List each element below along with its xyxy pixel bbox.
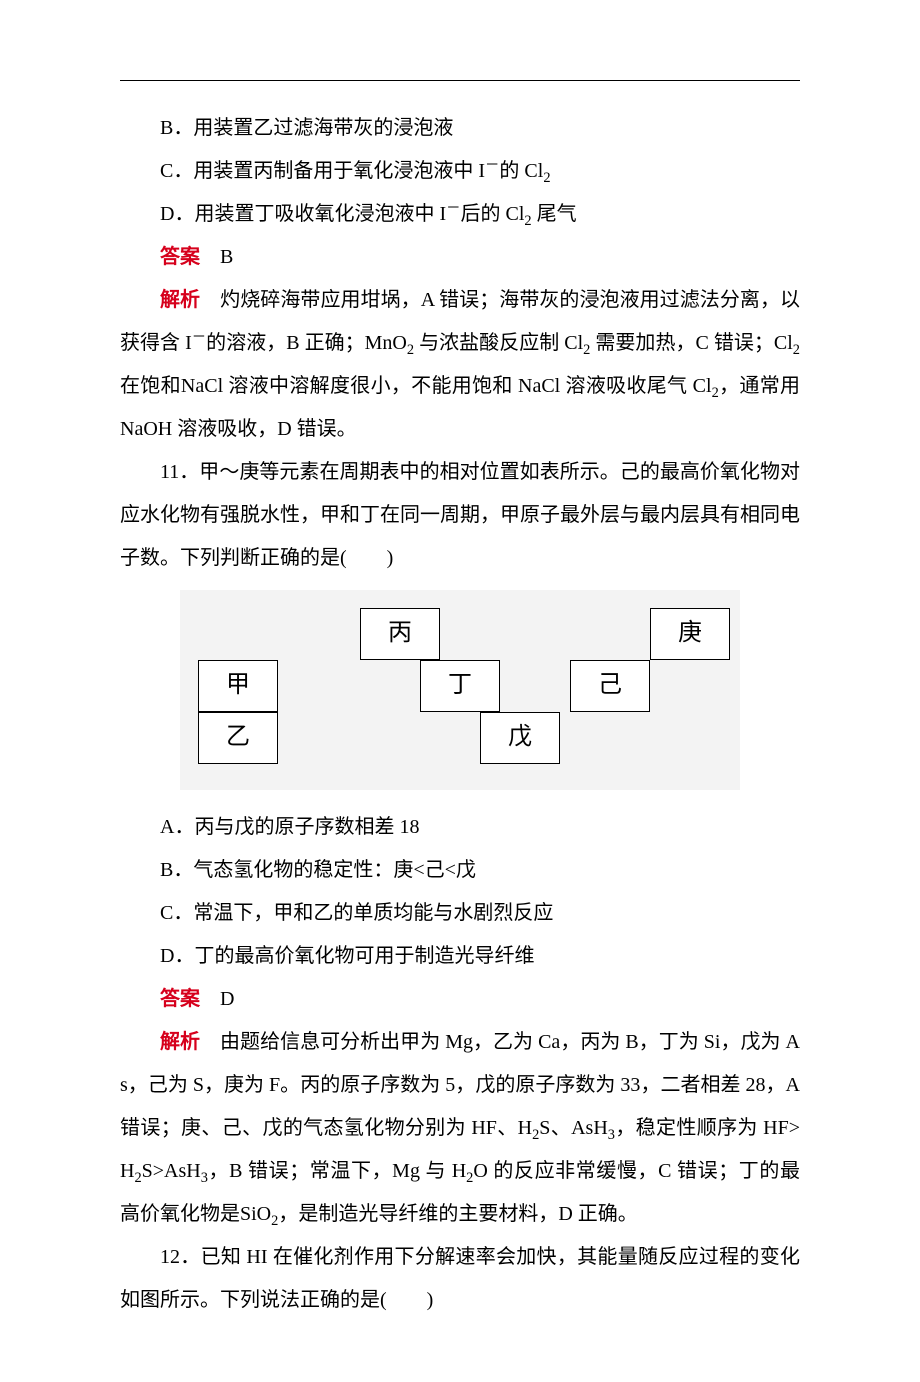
- sub2: 2: [134, 1170, 141, 1186]
- cell-jia: 甲: [198, 660, 278, 712]
- minus-sup: －: [446, 200, 460, 216]
- sub2: 2: [543, 170, 550, 186]
- periodic-table-diagram: 丙 庚 甲 丁 己 乙 戊: [180, 590, 740, 790]
- cell-ding: 丁: [420, 660, 500, 712]
- sub2: 2: [793, 342, 800, 358]
- q11-exp-2: S、AsH: [539, 1117, 608, 1139]
- q10-exp-5: 在饱和NaCl 溶液中溶解度很小，不能用饱和 NaCl 溶液吸收尾气 Cl: [120, 375, 712, 397]
- minus-sup: －: [485, 157, 499, 173]
- q11-opt-b: B．气态氢化物的稳定性：庚<己<戊: [120, 849, 800, 892]
- explanation-label: 解析: [160, 1031, 200, 1053]
- q10-answer-value: B: [220, 246, 233, 268]
- explanation-label: 解析: [160, 289, 200, 311]
- cell-bing: 丙: [360, 608, 440, 660]
- cell-geng: 庚: [650, 608, 730, 660]
- cell-yi: 乙: [198, 712, 278, 764]
- q10-exp-3: 与浓盐酸反应制 Cl: [414, 332, 583, 354]
- top-rule: [120, 80, 800, 81]
- sub3: 3: [201, 1170, 208, 1186]
- page-container: B．用装置乙过滤海带灰的浸泡液 C．用装置丙制备用于氧化浸泡液中 I－的 Cl2…: [0, 0, 920, 1382]
- cell-ji: 己: [570, 660, 650, 712]
- sub2: 2: [524, 213, 531, 229]
- answer-label: 答案: [160, 988, 200, 1010]
- q11-exp-7: ，是制造光导纤维的主要材料，D 正确。: [278, 1203, 637, 1225]
- q11-answer-value: D: [220, 988, 234, 1010]
- q10-exp-2: 的溶液，B 正确；MnO: [206, 332, 407, 354]
- q10-opt-d-pre: D．用装置丁吸收氧化浸泡液中 I: [160, 203, 446, 225]
- q10-opt-d-post: 尾气: [532, 203, 577, 225]
- q11-opt-d: D．丁的最高价氧化物可用于制造光导纤维: [120, 935, 800, 978]
- sub2: 2: [712, 385, 719, 401]
- q10-opt-d-mid: 后的 Cl: [461, 203, 525, 225]
- q11-stem: 11．甲～庚等元素在周期表中的相对位置如表所示。己的最高价氧化物对应水化物有强脱…: [120, 451, 800, 580]
- cell-wu: 戊: [480, 712, 560, 764]
- q10-opt-c-mid: 的 Cl: [499, 160, 543, 182]
- q10-exp-4: 需要加热，C 错误；Cl: [590, 332, 792, 354]
- q12-stem: 12．已知 HI 在催化剂作用下分解速率会加快，其能量随反应过程的变化如图所示。…: [120, 1236, 800, 1322]
- periodic-table-wrap: 丙 庚 甲 丁 己 乙 戊: [120, 590, 800, 790]
- sub3: 3: [608, 1127, 615, 1143]
- q11-opt-c: C．常温下，甲和乙的单质均能与水剧烈反应: [120, 892, 800, 935]
- q10-opt-d: D．用装置丁吸收氧化浸泡液中 I－后的 Cl2 尾气: [120, 193, 800, 236]
- q10-answer-line: 答案 B: [120, 236, 800, 279]
- minus-sup: －: [192, 329, 206, 345]
- sub2: 2: [407, 342, 414, 358]
- q11-opt-a: A．丙与戊的原子序数相差 18: [120, 806, 800, 849]
- q11-explanation: 解析 由题给信息可分析出甲为 Mg，乙为 Ca，丙为 B，丁为 Si，戊为 As…: [120, 1021, 800, 1236]
- q11-exp-4: S>AsH: [142, 1160, 201, 1182]
- q11-exp-5: ，B 错误；常温下，Mg 与 H: [208, 1160, 466, 1182]
- q10-opt-c: C．用装置丙制备用于氧化浸泡液中 I－的 Cl2: [120, 150, 800, 193]
- q10-explanation: 解析 灼烧碎海带应用坩埚，A 错误；海带灰的浸泡液用过滤法分离，以获得含 I－的…: [120, 279, 800, 451]
- q10-opt-b: B．用装置乙过滤海带灰的浸泡液: [120, 107, 800, 150]
- answer-label: 答案: [160, 246, 200, 268]
- q11-answer-line: 答案 D: [120, 978, 800, 1021]
- q10-opt-c-pre: C．用装置丙制备用于氧化浸泡液中 I: [160, 160, 485, 182]
